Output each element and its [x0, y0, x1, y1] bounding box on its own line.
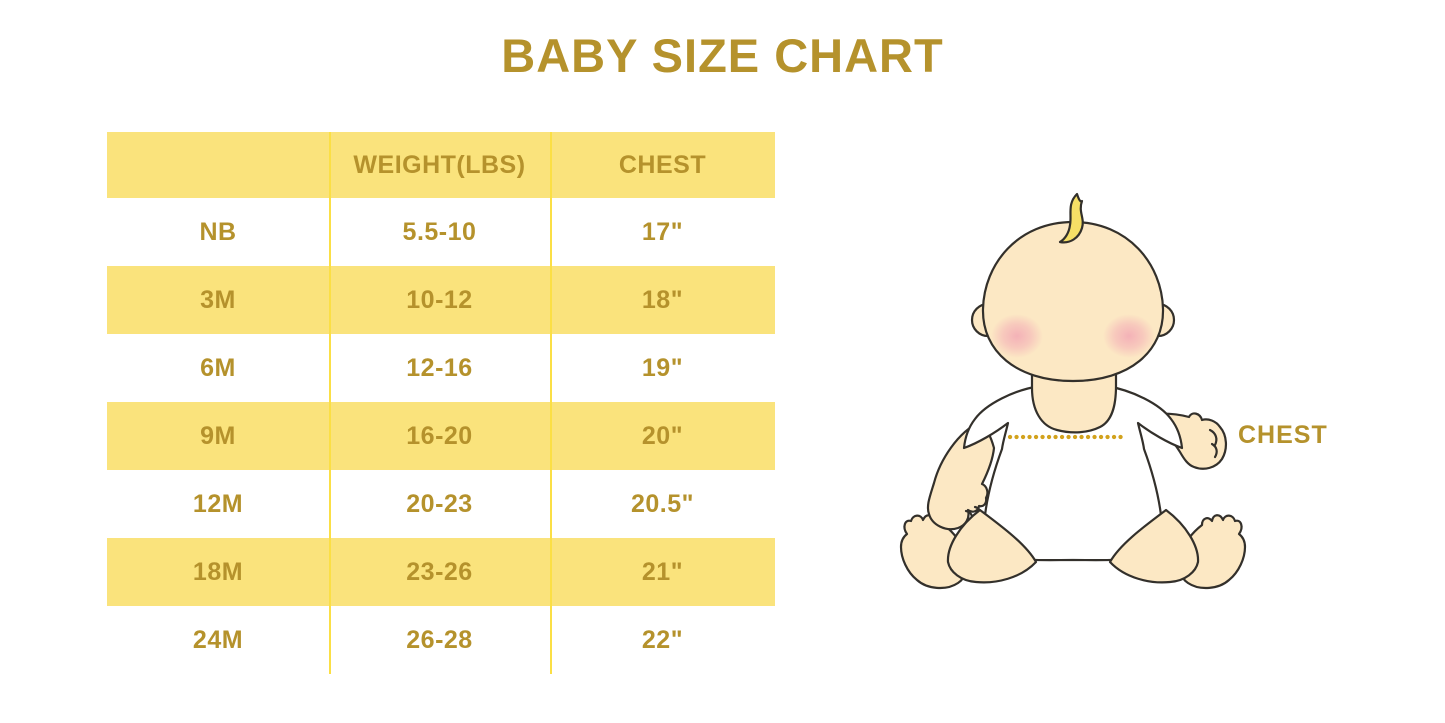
size-cell: 12M [192, 489, 244, 518]
chest-cell: 17" [641, 217, 684, 246]
baby-illustration [880, 180, 1280, 620]
table-header-row: WEIGHT(LBS) CHEST [107, 132, 775, 198]
column-divider [550, 132, 552, 674]
table-row: NB 5.5-10 17" [107, 198, 775, 266]
weight-cell: 20-23 [406, 489, 473, 518]
column-divider [329, 132, 331, 674]
baby-left-leg [946, 508, 1038, 584]
baby-left-cheek [991, 314, 1043, 358]
size-cell: 18M [192, 557, 244, 586]
weight-cell: 10-12 [406, 285, 473, 314]
baby-left-arm [926, 420, 996, 531]
weight-cell: 23-26 [406, 557, 473, 586]
chest-label: CHEST [1238, 421, 1328, 449]
weight-cell: 16-20 [406, 421, 473, 450]
baby-neck [1030, 370, 1118, 434]
size-table: WEIGHT(LBS) CHEST NB 5.5-10 17" 3M 10-12… [107, 132, 775, 674]
baby-right-cheek [1103, 314, 1155, 358]
baby-right-leg [1108, 508, 1200, 584]
size-cell: 6M [200, 353, 236, 382]
chest-cell: 22" [641, 625, 684, 654]
table-row: 24M 26-28 22" [107, 606, 775, 674]
baby-body-onesie [962, 382, 1184, 562]
header-weight-cell: WEIGHT(LBS) [353, 150, 526, 179]
size-cell: 9M [200, 421, 236, 450]
table-row: 9M 16-20 20" [107, 402, 775, 470]
chest-cell: 19" [641, 353, 684, 382]
baby-illustration-svg [899, 192, 1247, 590]
size-cell: 3M [200, 285, 236, 314]
table-row: 6M 12-16 19" [107, 334, 775, 402]
page-title: BABY SIZE CHART [501, 29, 944, 82]
table-row: 12M 20-23 20.5" [107, 470, 775, 538]
chest-cell: 20.5" [630, 489, 694, 518]
chest-cell: 21" [641, 557, 684, 586]
table-row: 3M 10-12 18" [107, 266, 775, 334]
header-size-cell [107, 132, 329, 198]
size-cell: 24M [192, 625, 244, 654]
size-cell: NB [199, 217, 237, 246]
table-row: 18M 23-26 21" [107, 538, 775, 606]
header-chest-cell: CHEST [618, 150, 707, 179]
weight-cell: 5.5-10 [402, 217, 477, 246]
baby-hair-curl [1058, 192, 1084, 244]
chest-cell: 18" [641, 285, 684, 314]
baby-fist-finger-lines [1208, 428, 1218, 459]
weight-cell: 26-28 [406, 625, 473, 654]
chest-cell: 20" [641, 421, 684, 450]
weight-cell: 12-16 [406, 353, 473, 382]
